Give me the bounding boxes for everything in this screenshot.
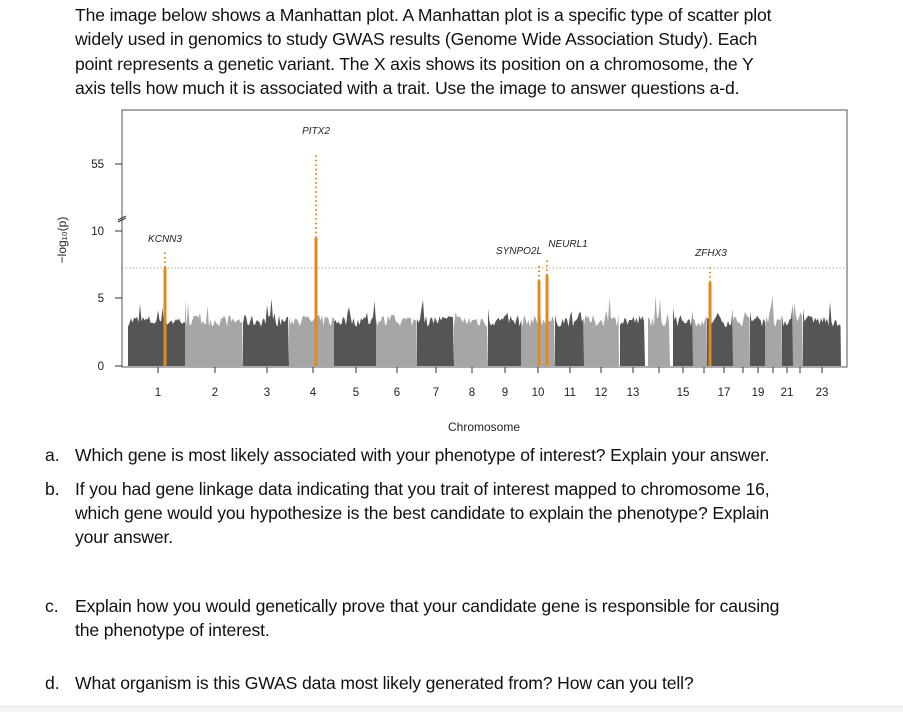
intro-line: axis tells how much it is associated wit… (75, 78, 740, 98)
x-tick-label: 23 (816, 387, 829, 399)
intro-line: widely used in genomics to study GWAS re… (75, 29, 758, 49)
x-tick-label: 9 (502, 387, 508, 399)
chromosome-block-15 (673, 307, 693, 366)
manhattan-plot: 0 5 10 55 −log₁₀(p) 1 2 3 4 5 6 7 8 9 10 11 12 13 15 1… (55, 109, 848, 434)
chromosome-block-3 (243, 298, 289, 366)
chromosome-block-11 (555, 311, 584, 366)
y-tick-label: 5 (98, 293, 104, 305)
x-axis-label: Chromosome (448, 420, 520, 434)
question-text: your answer. (75, 527, 173, 547)
page-footer-strip (0, 706, 903, 712)
question-letter: b. (45, 479, 60, 499)
x-tick-label: 2 (212, 387, 218, 399)
question-text: which gene would you hypothesize is the … (75, 503, 769, 523)
chromosome-block-18 (733, 311, 750, 366)
x-tick-label: 1 (155, 387, 161, 399)
chromosome-block-20 (765, 296, 782, 366)
chromosome-block-7 (417, 299, 454, 366)
chromosome-block-4 (289, 314, 334, 366)
x-tick-label: 3 (264, 387, 270, 399)
chromosome-block-12 (584, 297, 619, 366)
x-tick-label: 4 (310, 387, 317, 399)
chromosome-block-23 (803, 301, 841, 366)
chromosome-block-8 (454, 312, 488, 366)
chromosome-block-2 (185, 298, 243, 366)
x-tick-label: 17 (718, 387, 731, 399)
chromosome-block-13 (620, 315, 645, 366)
x-tick-label: 8 (469, 387, 475, 399)
gene-label-neurl1: NEURL1 (548, 239, 587, 250)
x-tick-label: 19 (752, 387, 765, 399)
y-tick-label: 55 (91, 159, 104, 171)
question-letter: a. (45, 445, 60, 465)
intro-line: point represents a genetic variant. The … (75, 54, 754, 74)
gene-labels: KCNN3 PITX2 SYNPO2L NEURL1 ZFHX3 (148, 126, 727, 259)
gene-label-pitx2: PITX2 (302, 126, 330, 137)
chromosome-block-21 (782, 304, 793, 366)
x-tick-label: 6 (394, 387, 400, 399)
chromosome-blocks (128, 295, 841, 366)
question-text: If you had gene linkage data indicating … (75, 479, 770, 499)
x-tick-label: 5 (353, 387, 359, 399)
x-tick-label: 7 (433, 387, 439, 399)
gene-label-kcnn3: KCNN3 (148, 234, 182, 245)
axis-break-marker (117, 215, 127, 223)
question-text: Explain how you would genetically prove … (75, 596, 780, 616)
chromosome-block-14 (648, 295, 670, 366)
x-tick-label: 12 (595, 387, 608, 399)
x-tick-label: 21 (781, 387, 794, 399)
chromosome-block-22 (793, 303, 803, 366)
question-text: the phenotype of interest. (75, 620, 270, 640)
chromosome-block-6 (376, 314, 417, 366)
y-tick-label: 10 (91, 226, 104, 238)
question-text: What organism is this GWAS data most lik… (75, 673, 694, 693)
y-tick-label: 0 (98, 361, 104, 373)
question-letter: c. (45, 596, 59, 616)
y-axis-label: −log₁₀(p) (55, 217, 69, 264)
question-letter: d. (45, 673, 60, 693)
chromosome-block-17 (707, 309, 733, 366)
x-tick-label: 11 (564, 387, 576, 399)
x-tick-label: 13 (627, 387, 640, 399)
chromosome-block-1 (128, 303, 185, 366)
chromosome-block-5 (334, 300, 376, 366)
x-tick-label: 10 (532, 387, 545, 399)
gene-label-zfhx3: ZFHX3 (694, 248, 727, 259)
chromosome-block-19 (750, 311, 765, 366)
chromosome-block-16 (693, 315, 707, 366)
x-axis: 1 2 3 4 5 6 7 8 9 10 11 12 13 15 17 19 21 23 (155, 367, 829, 399)
y-axis: 0 5 10 55 −log₁₀(p) (55, 159, 127, 373)
chromosome-block-9 (488, 308, 521, 366)
highlighted-loci (163, 153, 712, 366)
x-tick-label: 15 (677, 387, 690, 399)
gene-label-synpo2l: SYNPO2L (496, 246, 542, 257)
intro-line: The image below shows a Manhattan plot. … (75, 5, 772, 25)
plot-frame (121, 109, 848, 368)
question-text: Which gene is most likely associated wit… (75, 445, 770, 465)
